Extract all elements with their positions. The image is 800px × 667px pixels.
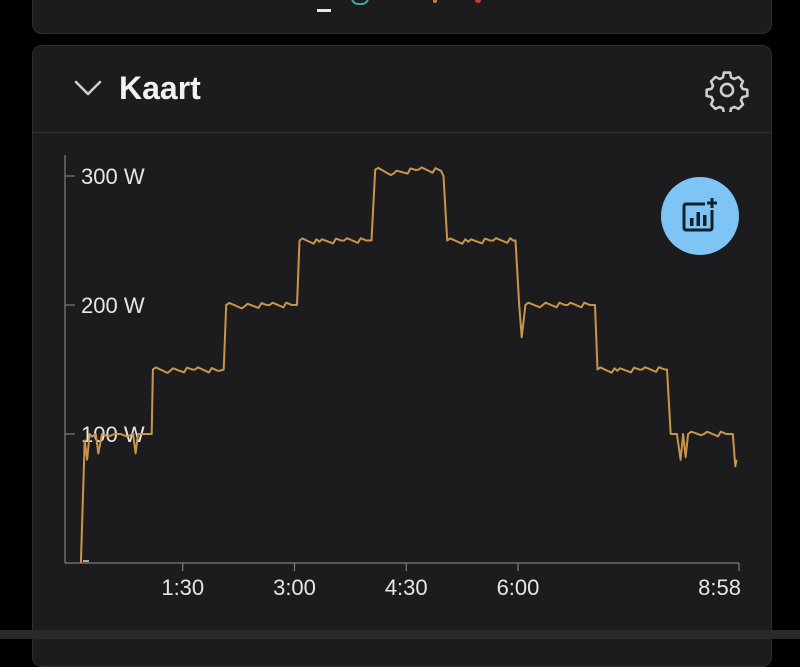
previous-card — [32, 0, 772, 34]
partial-icon — [351, 0, 369, 5]
card-header: Kaart — [33, 46, 771, 133]
x-tick-label: 6:00 — [497, 575, 540, 600]
y-tick-label: 200 W — [81, 293, 145, 318]
bottom-navigation-edge — [0, 630, 800, 639]
y-tick-label: 300 W — [81, 164, 145, 189]
x-tick-label: 4:30 — [385, 575, 428, 600]
gear-icon[interactable] — [705, 68, 749, 112]
x-tick-label: 1:30 — [161, 575, 204, 600]
card-title: Kaart — [119, 70, 201, 106]
add-chart-button[interactable] — [661, 177, 739, 255]
partial-icon — [475, 0, 481, 3]
chevron-down-icon[interactable] — [73, 76, 103, 100]
partial-icon — [317, 9, 331, 12]
chart-card: Kaart 300 W 200 W 100 W 1:30 3:00 4:30 6:00 8:5… — [32, 45, 772, 667]
add-chart-icon — [682, 196, 719, 232]
series-line — [79, 166, 738, 564]
x-tick-label: 8:58 — [698, 575, 741, 600]
x-tick-label: 3:00 — [273, 575, 316, 600]
partial-icon — [433, 0, 437, 3]
